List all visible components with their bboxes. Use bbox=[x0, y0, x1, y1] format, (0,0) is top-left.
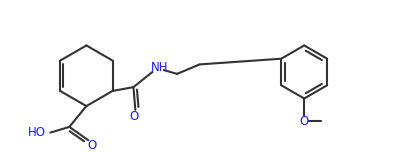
Text: O: O bbox=[87, 139, 97, 152]
Text: NH: NH bbox=[151, 61, 169, 74]
Text: O: O bbox=[300, 115, 309, 128]
Text: O: O bbox=[130, 110, 139, 123]
Text: HO: HO bbox=[28, 126, 46, 139]
